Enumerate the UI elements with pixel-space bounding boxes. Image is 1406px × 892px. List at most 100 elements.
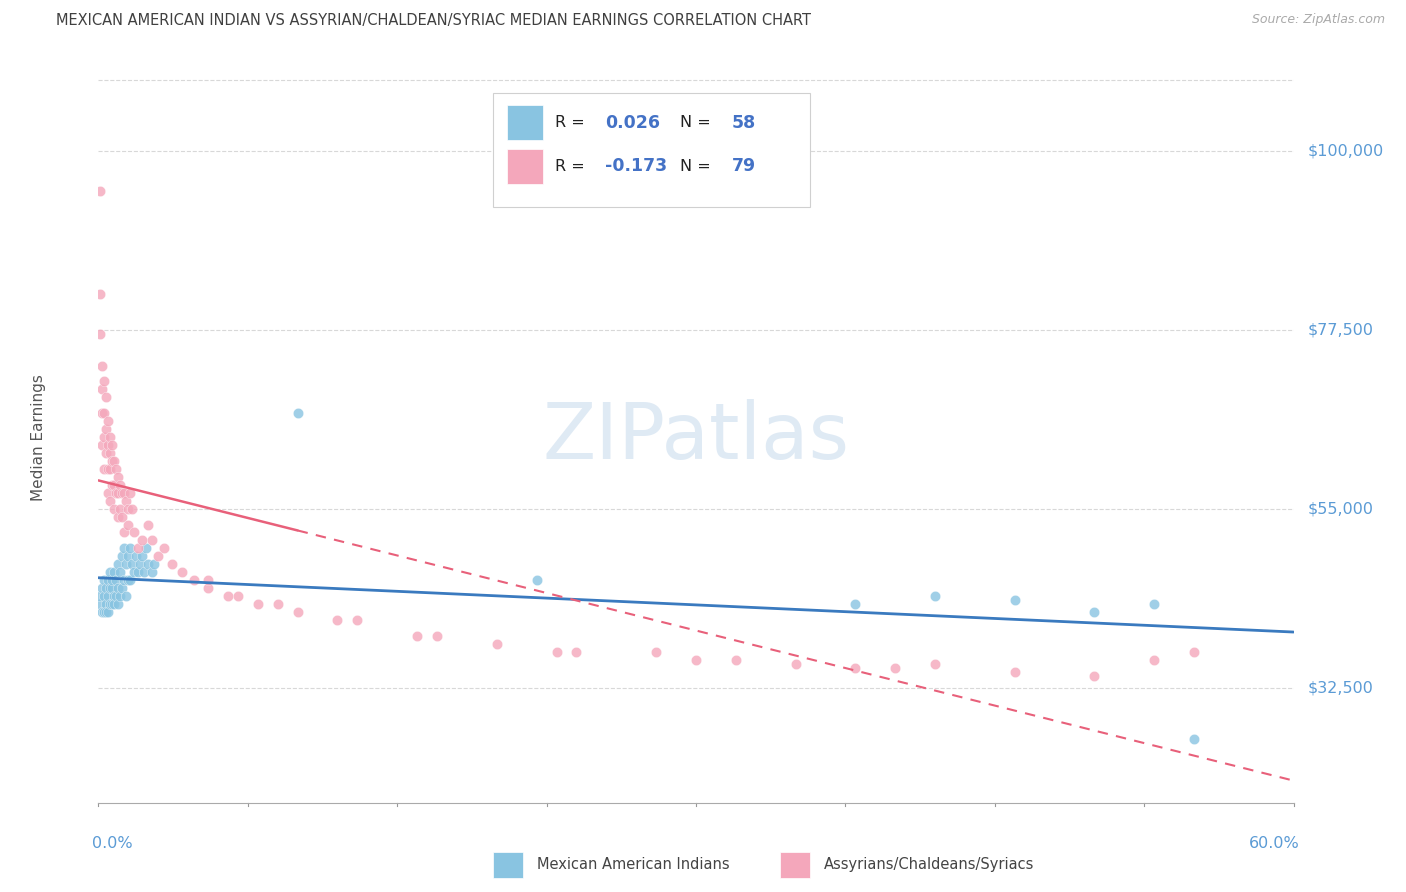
Bar xyxy=(779,852,810,878)
Point xyxy=(246,597,269,611)
Point xyxy=(115,493,138,508)
Text: 58: 58 xyxy=(733,113,756,131)
Point xyxy=(91,383,114,397)
Text: Mexican American Indians: Mexican American Indians xyxy=(537,857,730,872)
Point xyxy=(91,581,114,595)
Point xyxy=(183,573,205,587)
Point xyxy=(93,430,115,444)
Point xyxy=(96,446,118,460)
Text: 0.026: 0.026 xyxy=(605,113,661,131)
Point xyxy=(110,589,132,603)
Point xyxy=(98,597,122,611)
Point xyxy=(134,566,156,580)
Point xyxy=(107,485,129,500)
Point xyxy=(124,566,146,580)
Point xyxy=(107,470,129,484)
Point xyxy=(93,573,115,587)
Point xyxy=(101,581,124,595)
Point xyxy=(117,517,139,532)
Point xyxy=(111,549,134,564)
Point xyxy=(96,422,118,436)
Point xyxy=(844,660,866,674)
Point xyxy=(112,525,135,540)
Point xyxy=(785,657,807,671)
Point xyxy=(267,597,290,611)
Point xyxy=(98,446,122,460)
Point xyxy=(426,629,449,643)
Text: N =: N = xyxy=(681,115,716,130)
Point xyxy=(111,509,134,524)
Point xyxy=(101,454,124,468)
Text: Source: ZipAtlas.com: Source: ZipAtlas.com xyxy=(1251,13,1385,27)
Point xyxy=(121,558,143,572)
Point xyxy=(1182,645,1205,659)
Text: Assyrians/Chaldeans/Syriacs: Assyrians/Chaldeans/Syriacs xyxy=(824,857,1035,872)
Point xyxy=(107,581,129,595)
Point xyxy=(136,558,159,572)
Point xyxy=(93,605,115,619)
Text: MEXICAN AMERICAN INDIAN VS ASSYRIAN/CHALDEAN/SYRIAC MEDIAN EARNINGS CORRELATION : MEXICAN AMERICAN INDIAN VS ASSYRIAN/CHAL… xyxy=(56,13,811,29)
Point xyxy=(103,501,125,516)
Point xyxy=(1004,665,1026,679)
Point xyxy=(97,589,120,603)
Point xyxy=(287,605,309,619)
Text: -0.173: -0.173 xyxy=(605,158,668,176)
Point xyxy=(1143,597,1166,611)
Text: $100,000: $100,000 xyxy=(1308,144,1384,159)
Point xyxy=(97,462,120,476)
Bar xyxy=(508,105,543,140)
Point xyxy=(91,438,114,452)
Text: 0.0%: 0.0% xyxy=(93,836,134,851)
Point xyxy=(685,653,707,667)
Point xyxy=(844,597,866,611)
Point xyxy=(125,549,148,564)
Point xyxy=(89,184,111,198)
Point xyxy=(1143,653,1166,667)
Point xyxy=(148,549,170,564)
Text: 79: 79 xyxy=(733,158,756,176)
Point xyxy=(124,525,146,540)
Point xyxy=(103,566,125,580)
Point xyxy=(98,581,122,595)
Point xyxy=(91,406,114,420)
Point xyxy=(135,541,157,556)
Point xyxy=(117,573,139,587)
Point xyxy=(115,558,138,572)
Point xyxy=(105,485,128,500)
Point xyxy=(110,501,132,516)
Point xyxy=(326,613,349,627)
Point xyxy=(96,597,118,611)
Point xyxy=(226,589,249,603)
Point xyxy=(217,589,239,603)
Point xyxy=(346,613,368,627)
Point xyxy=(131,533,153,548)
FancyBboxPatch shape xyxy=(494,94,810,207)
Point xyxy=(924,657,946,671)
Point xyxy=(406,629,429,643)
Point xyxy=(97,573,120,587)
Point xyxy=(1182,732,1205,747)
Point xyxy=(97,485,120,500)
Point xyxy=(98,462,122,476)
Bar xyxy=(508,149,543,184)
Point xyxy=(98,566,122,580)
Point xyxy=(117,549,139,564)
Point xyxy=(127,566,149,580)
Point xyxy=(645,645,668,659)
Point xyxy=(101,477,124,491)
Point xyxy=(101,597,124,611)
Text: R =: R = xyxy=(555,115,591,130)
Point xyxy=(143,558,166,572)
Point xyxy=(105,589,128,603)
Text: $55,000: $55,000 xyxy=(1308,501,1374,516)
Point xyxy=(107,597,129,611)
Point xyxy=(121,501,143,516)
Point xyxy=(141,566,163,580)
Point xyxy=(120,541,142,556)
Point xyxy=(172,566,194,580)
Point xyxy=(112,541,135,556)
Point xyxy=(110,477,132,491)
Point xyxy=(103,454,125,468)
Point xyxy=(127,541,149,556)
Point xyxy=(110,566,132,580)
